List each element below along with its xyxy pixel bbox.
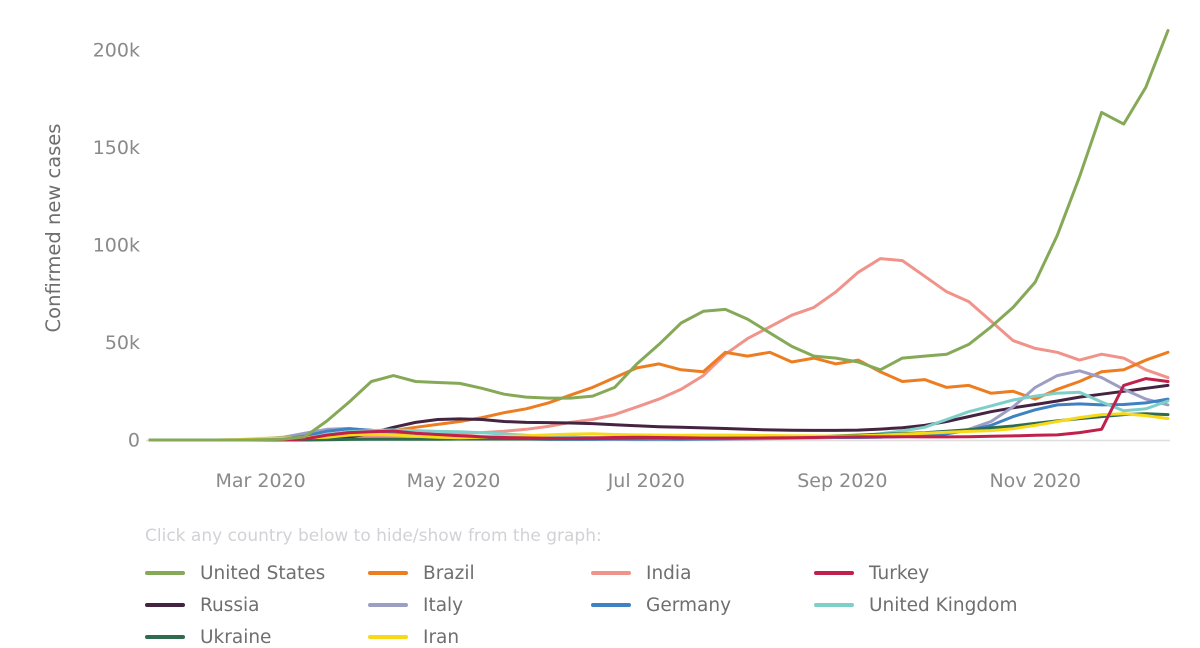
line-turkey [148,377,1170,442]
x-tick-label: Jul 2020 [607,470,685,492]
line-chart: Confirmed new cases 0 50k 100k 150k 200k Mar … [42,29,1170,492]
axis-layer: 0 50k 100k 150k 200k Mar 2020 May 2020 Jul 2020… [93,40,1170,492]
turkey-swatch [814,571,854,575]
legend-label: United States [200,562,326,584]
brazil-swatch [368,571,408,575]
x-tick-label: Sep 2020 [797,470,887,492]
legend-label: Russia [200,594,260,616]
y-tick-label: 100k [93,235,140,257]
y-tick-label: 0 [128,430,140,452]
united-states-swatch [145,571,185,575]
x-tick-label: May 2020 [407,470,501,492]
x-tick-label: Mar 2020 [216,470,306,492]
line-india [148,257,1170,442]
legend-hint: Click any country below to hide/show fro… [145,526,602,546]
legend-item-brazil[interactable]: Brazil [368,562,591,584]
legend-item-ukraine[interactable]: Ukraine [145,626,368,648]
iran-swatch [368,635,408,639]
legend-item-turkey[interactable]: Turkey [814,562,1037,584]
legend-item-iran[interactable]: Iran [368,626,591,648]
legend-item-germany[interactable]: Germany [591,594,814,616]
india-swatch [591,571,631,575]
legend-item-united-states[interactable]: United States [145,562,368,584]
y-tick-label: 200k [93,40,140,62]
legend-label: Iran [423,626,460,648]
russia-swatch [145,603,185,607]
legend-item-russia[interactable]: Russia [145,594,368,616]
x-tick-label: Nov 2020 [989,470,1080,492]
ukraine-swatch [145,635,185,639]
legend-label: Germany [646,594,732,616]
series-layer [148,29,1170,442]
line-united-states [148,29,1170,442]
legend: United States Brazil India Turkey Russia Ital… [145,562,1037,648]
legend-label: Italy [423,594,464,616]
y-tick-label: 150k [93,137,140,159]
legend-item-india[interactable]: India [591,562,814,584]
y-axis-title: Confirmed new cases [42,124,65,333]
legend-item-italy[interactable]: Italy [368,594,591,616]
united-kingdom-swatch [814,603,854,607]
y-tick-label: 50k [105,332,140,354]
germany-swatch [591,603,631,607]
legend-label: Brazil [423,562,475,584]
legend-item-united-kingdom[interactable]: United Kingdom [814,594,1037,616]
italy-swatch [368,603,408,607]
legend-label: Turkey [869,562,930,584]
legend-label: Ukraine [200,626,272,648]
legend-label: India [646,562,692,584]
legend-label: United Kingdom [869,594,1018,616]
